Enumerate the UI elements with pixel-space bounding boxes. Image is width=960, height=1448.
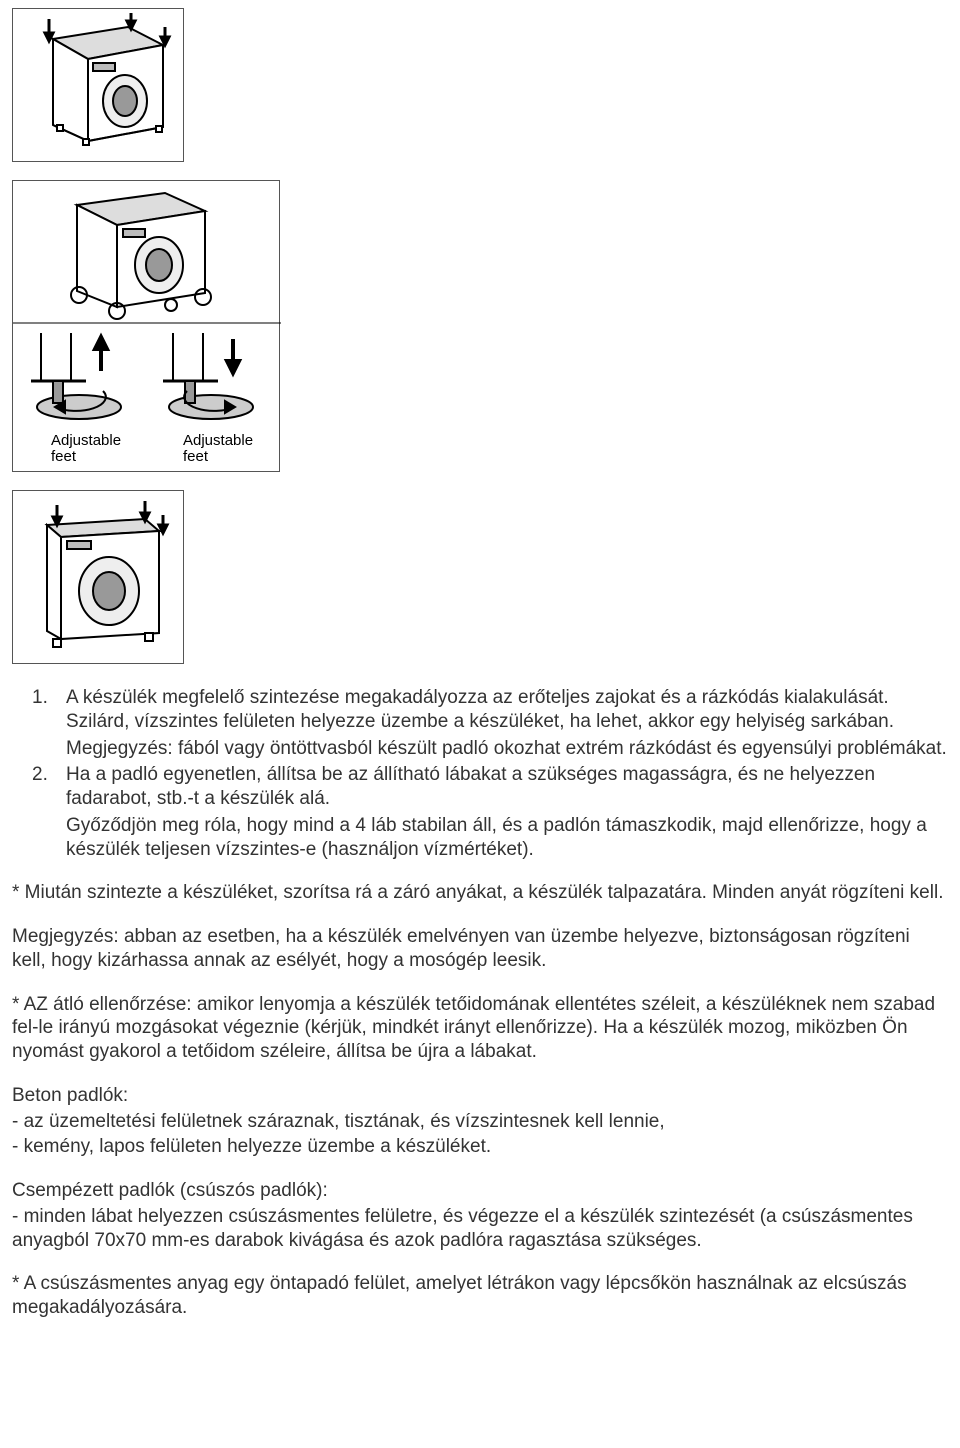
figure-diagonal-check (12, 490, 184, 664)
numbered-list: 1. A készülék megfelelő szintezése megak… (12, 686, 948, 861)
label-adjustable-right: Adjustablefeet (183, 432, 253, 465)
heading-tiled: Csempézett padlók (csúszós padlók): (12, 1179, 948, 1203)
tiled-bullet-1: - minden lábat helyezzen csúszásmentes f… (12, 1205, 948, 1253)
paragraph-diagonal-check: * AZ átló ellenőrzése: amikor lenyomja a… (12, 993, 948, 1064)
concrete-bullet-2: - kemény, lapos felületen helyezze üzemb… (12, 1135, 948, 1159)
paragraph-antislip-note: * A csúszásmentes anyag egy öntapadó fel… (12, 1272, 948, 1320)
list-text-2b: Győződjön meg róla, hogy mind a 4 láb st… (66, 815, 927, 860)
list-num-2: 2. (32, 763, 48, 787)
section-concrete-floors: Beton padlók: - az üzemeltetési felületn… (12, 1084, 948, 1159)
list-text-1: A készülék megfelelő szintezése megakadá… (66, 687, 894, 732)
concrete-bullet-1: - az üzemeltetési felületnek száraznak, … (12, 1110, 948, 1134)
figure-leveling-top (12, 8, 184, 162)
figure-adjustable-feet: Adjustablefeet Adjustablefeet (12, 180, 280, 472)
paragraph-tighten-nuts: * Miután szintezte a készüléket, szoríts… (12, 881, 948, 905)
paragraph-platform-note: Megjegyzés: abban az esetben, ha a készü… (12, 925, 948, 973)
figure-column: Adjustablefeet Adjustablefeet (12, 8, 948, 664)
section-tiled-floors: Csempézett padlók (csúszós padlók): - mi… (12, 1179, 948, 1252)
label-adjustable-left: Adjustablefeet (51, 432, 121, 465)
list-num-1: 1. (32, 686, 48, 710)
heading-concrete: Beton padlók: (12, 1084, 948, 1108)
list-text-2: Ha a padló egyenetlen, állítsa be az áll… (66, 764, 875, 809)
list-note-1: Megjegyzés: fából vagy öntöttvasból kész… (66, 738, 947, 759)
